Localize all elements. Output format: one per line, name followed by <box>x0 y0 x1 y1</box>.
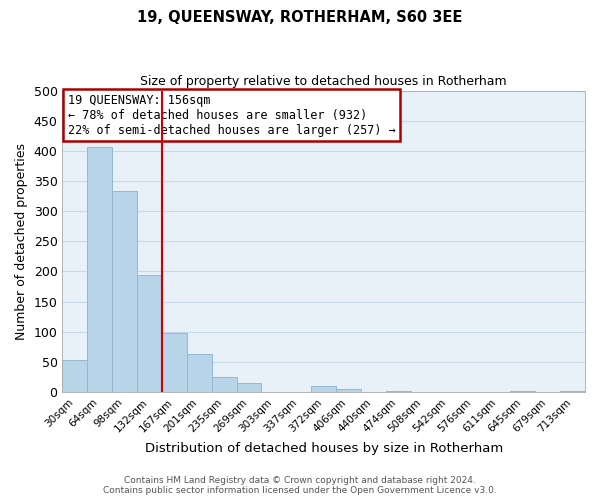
Bar <box>336 389 361 392</box>
Bar <box>62 360 88 392</box>
Bar <box>137 275 162 392</box>
Bar <box>386 390 411 392</box>
Title: Size of property relative to detached houses in Rotherham: Size of property relative to detached ho… <box>140 75 507 88</box>
Bar <box>112 190 137 392</box>
Text: Contains HM Land Registry data © Crown copyright and database right 2024.
Contai: Contains HM Land Registry data © Crown c… <box>103 476 497 495</box>
X-axis label: Distribution of detached houses by size in Rotherham: Distribution of detached houses by size … <box>145 442 503 455</box>
Y-axis label: Number of detached properties: Number of detached properties <box>15 143 28 340</box>
Bar <box>560 390 585 392</box>
Bar <box>212 377 236 392</box>
Bar <box>511 390 535 392</box>
Text: 19, QUEENSWAY, ROTHERHAM, S60 3EE: 19, QUEENSWAY, ROTHERHAM, S60 3EE <box>137 10 463 25</box>
Bar <box>311 386 336 392</box>
Bar <box>187 354 212 392</box>
Bar <box>162 334 187 392</box>
Text: 19 QUEENSWAY: 156sqm
← 78% of detached houses are smaller (932)
22% of semi-deta: 19 QUEENSWAY: 156sqm ← 78% of detached h… <box>68 94 395 136</box>
Bar <box>236 383 262 392</box>
Bar <box>88 147 112 392</box>
